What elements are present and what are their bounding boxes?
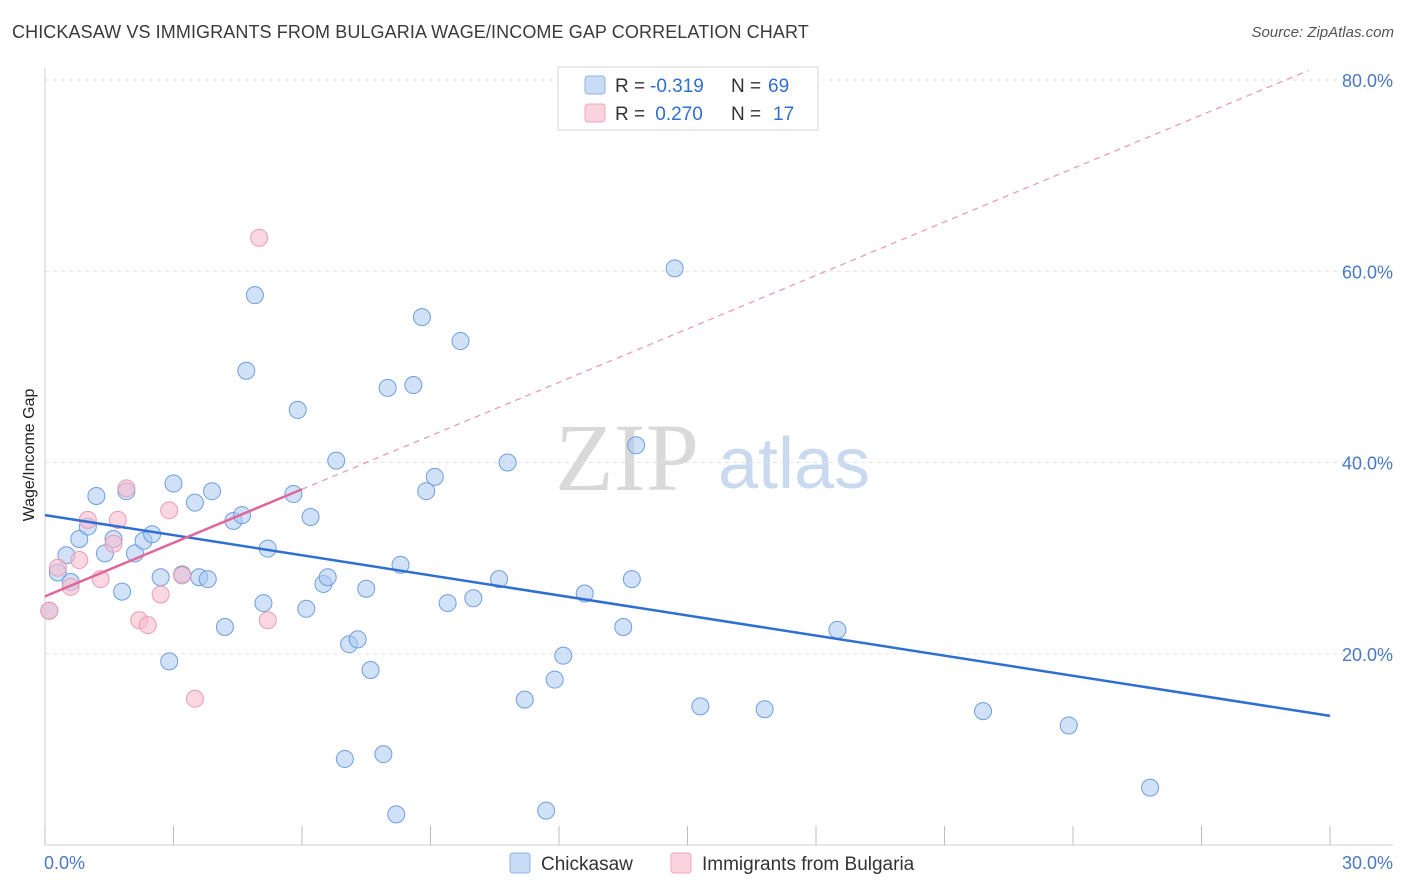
series-legend: Chickasaw Immigrants from Bulgaria	[509, 852, 915, 875]
bulgaria-point	[160, 501, 179, 520]
chickasaw-point	[554, 646, 573, 665]
chickasaw-point	[164, 474, 183, 493]
bulgaria-point	[40, 601, 59, 620]
chickasaw-point	[70, 530, 89, 548]
legend-swatch-chickasaw	[584, 75, 606, 95]
chickasaw-point	[537, 801, 556, 820]
bulgaria-point	[185, 689, 204, 708]
chickasaw-point	[498, 453, 517, 472]
tick-labels: 20.0% 40.0% 60.0% 80.0% 0.0% 30.0%	[44, 71, 1393, 873]
chickasaw-point	[160, 652, 179, 671]
bulgaria-point	[151, 585, 170, 604]
stats-legend: R = -0.319 N = 69 R = 0.270 N = 17	[557, 66, 819, 131]
chickasaw-point	[404, 376, 423, 395]
chickasaw-point	[357, 579, 376, 598]
watermark-zip: ZIP	[555, 404, 699, 511]
legend-r-value-2: 0.270	[650, 104, 703, 125]
y-axis-label: Wage/Income Gap	[21, 389, 38, 522]
bottom-legend-swatch-bulgaria	[670, 852, 692, 874]
bulgaria-point	[48, 558, 67, 577]
chickasaw-point	[828, 620, 847, 639]
scatter-points	[40, 228, 1160, 824]
chickasaw-point	[288, 400, 307, 419]
chickasaw-point	[215, 617, 234, 636]
chickasaw-point	[348, 630, 367, 649]
chickasaw-point	[185, 493, 204, 512]
bulgaria-point	[250, 228, 269, 247]
trend-lines	[44, 69, 1331, 718]
chickasaw-point	[301, 508, 320, 527]
chickasaw-point	[417, 482, 436, 501]
chickasaw-point	[87, 486, 106, 505]
chickasaw-point	[245, 286, 264, 305]
chickasaw-point	[438, 594, 457, 613]
bulgaria-point	[70, 551, 89, 570]
bulgaria-trend-extension	[301, 69, 1309, 490]
legend-n-label-1: N =	[731, 76, 761, 97]
legend-n-value-1: 69	[768, 76, 789, 97]
bulgaria-point	[108, 510, 127, 529]
chart-title: CHICKASAW VS IMMIGRANTS FROM BULGARIA WA…	[12, 22, 809, 42]
chickasaw-point	[490, 570, 509, 589]
bulgaria-point	[117, 479, 136, 498]
y-tick-label: 60.0%	[1342, 262, 1393, 282]
chickasaw-point	[237, 361, 256, 380]
bulgaria-point	[104, 534, 123, 553]
chickasaw-point	[198, 570, 217, 589]
chickasaw-point	[974, 702, 993, 721]
axes	[44, 68, 1393, 846]
bottom-legend-label-chickasaw: Chickasaw	[541, 854, 633, 875]
bottom-legend-swatch-chickasaw	[509, 852, 531, 874]
chickasaw-point	[318, 568, 337, 587]
chickasaw-point	[203, 482, 222, 501]
legend-r-value-1: -0.319	[650, 76, 704, 97]
legend-n-value-2: 17	[773, 104, 794, 125]
bulgaria-point	[258, 611, 277, 630]
legend-r-label-2: R =	[615, 104, 645, 125]
chickasaw-point	[254, 594, 273, 613]
bulgaria-point	[173, 566, 192, 585]
x-tick-label-max: 30.0%	[1342, 853, 1393, 873]
legend-n-label-2: N =	[731, 104, 761, 125]
chickasaw-point	[412, 308, 431, 327]
bulgaria-point	[138, 616, 157, 635]
chickasaw-point	[464, 589, 483, 608]
chickasaw-point	[665, 259, 684, 278]
chickasaw-point	[113, 582, 132, 601]
legend-r-label-1: R =	[615, 76, 645, 97]
chickasaw-point	[374, 745, 393, 764]
y-tick-label: 40.0%	[1342, 454, 1393, 474]
chickasaw-point	[755, 700, 774, 719]
chickasaw-point	[151, 568, 170, 587]
legend-swatch-bulgaria	[584, 103, 606, 123]
y-tick-label: 20.0%	[1342, 645, 1393, 665]
chickasaw-point	[515, 690, 534, 709]
chickasaw-point	[691, 697, 710, 716]
chickasaw-trend-line	[44, 513, 1331, 718]
chickasaw-point	[627, 436, 646, 455]
chickasaw-point	[327, 451, 346, 470]
chickasaw-point	[361, 661, 380, 680]
chickasaw-point	[387, 805, 406, 824]
bottom-legend-label-bulgaria: Immigrants from Bulgaria	[702, 854, 915, 875]
bulgaria-trend-line	[44, 488, 303, 598]
chickasaw-point	[622, 570, 641, 589]
chickasaw-point	[143, 525, 162, 544]
chickasaw-point	[425, 467, 444, 486]
x-tick-label-min: 0.0%	[44, 853, 85, 873]
y-tick-label: 80.0%	[1342, 71, 1393, 91]
chickasaw-point	[614, 617, 633, 636]
grid-lines	[45, 79, 1393, 655]
chickasaw-point	[335, 749, 354, 768]
watermark-atlas: atlas	[718, 424, 870, 504]
chickasaw-point	[451, 332, 470, 351]
chickasaw-point	[1059, 716, 1078, 735]
chickasaw-point	[1141, 778, 1160, 797]
source-label: Source: ZipAtlas.com	[1251, 24, 1394, 41]
chickasaw-point	[378, 378, 397, 397]
chickasaw-point	[545, 670, 564, 689]
chickasaw-point	[297, 599, 316, 618]
